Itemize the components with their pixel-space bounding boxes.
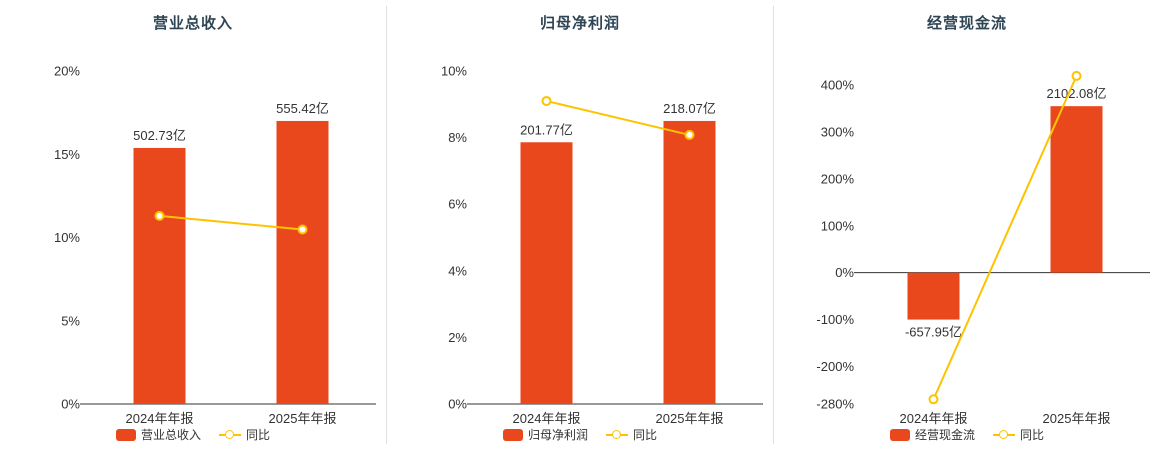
svg-text:5%: 5% xyxy=(61,313,80,328)
legend-label: 同比 xyxy=(246,428,271,442)
svg-text:4%: 4% xyxy=(448,263,467,278)
svg-text:0%: 0% xyxy=(448,397,467,412)
legend-item-line[interactable]: 同比 xyxy=(993,426,1044,443)
chart-legend: 归母净利润 同比 xyxy=(387,426,773,443)
panel-divider xyxy=(386,6,387,444)
net-profit-plot: 0% 2% 4% 6% 8% 10% 201.77亿 2024年年报 218.07亿 2025年年… xyxy=(441,64,763,426)
legend-label: 归母净利润 xyxy=(527,428,588,442)
operating-cash-flow-plot: -280% -200% -100% 0% 100% 200% 300% 400% -657.95… xyxy=(816,70,1150,426)
svg-text:0%: 0% xyxy=(61,397,80,412)
svg-text:2102.08亿: 2102.08亿 xyxy=(1047,86,1107,101)
svg-text:555.42亿: 555.42亿 xyxy=(276,101,329,116)
chart-title: 营业总收入 xyxy=(152,15,233,32)
svg-text:2%: 2% xyxy=(448,330,467,345)
legend-item-line[interactable]: 同比 xyxy=(219,426,270,443)
chart-title: 经营现金流 xyxy=(926,15,1007,32)
svg-text:8%: 8% xyxy=(448,130,467,145)
chart-title: 归母净利润 xyxy=(539,15,620,32)
svg-text:2025年年报: 2025年年报 xyxy=(1043,411,1111,426)
svg-text:10%: 10% xyxy=(441,64,467,79)
svg-text:-100%: -100% xyxy=(816,312,854,327)
bar-swatch-icon xyxy=(502,428,523,441)
svg-text:100%: 100% xyxy=(821,218,855,233)
svg-text:2024年年报: 2024年年报 xyxy=(900,411,968,426)
svg-text:400%: 400% xyxy=(821,78,855,93)
legend-item-bar[interactable]: 经营现金流 xyxy=(889,426,975,443)
legend-item-line[interactable]: 同比 xyxy=(606,426,657,443)
legend-label: 同比 xyxy=(1020,428,1045,442)
legend-item-bar[interactable]: 归母净利润 xyxy=(502,426,588,443)
chart-legend: 经营现金流 同比 xyxy=(774,426,1160,443)
chart-panel-operating-revenue: 营业总收入 0% 5% 10% 15% 20% 502.73亿 2024年年报 555.42亿… xyxy=(0,0,386,450)
svg-text:6%: 6% xyxy=(448,197,467,212)
svg-text:200%: 200% xyxy=(821,171,855,186)
bar-swatch-icon xyxy=(889,428,910,441)
chart-panel-net-profit: 归母净利润 0% 2% 4% 6% 8% 10% 201.77亿 2024年年报 218.07亿… xyxy=(387,0,773,450)
bar-swatch-icon xyxy=(115,428,136,441)
svg-text:-200%: -200% xyxy=(816,359,854,374)
legend-label: 营业总收入 xyxy=(140,428,201,442)
line-swatch-icon xyxy=(606,429,628,440)
svg-text:218.07亿: 218.07亿 xyxy=(663,101,716,116)
chart-legend: 营业总收入 同比 xyxy=(0,426,386,443)
svg-text:502.73亿: 502.73亿 xyxy=(133,128,186,143)
legend-item-bar[interactable]: 营业总收入 xyxy=(115,426,201,443)
svg-text:2024年年报: 2024年年报 xyxy=(126,411,194,426)
svg-text:0%: 0% xyxy=(835,265,854,280)
chart-panel-operating-cash-flow: 经营现金流 -280% -200% -100% 0% 100% 200% 300% 400% -… xyxy=(774,0,1160,450)
svg-text:10%: 10% xyxy=(54,230,80,245)
svg-text:300%: 300% xyxy=(821,124,855,139)
svg-text:2024年年报: 2024年年报 xyxy=(513,411,581,426)
legend-label: 同比 xyxy=(633,428,658,442)
line-swatch-icon xyxy=(993,429,1015,440)
panel-divider xyxy=(773,6,774,444)
line-swatch-icon xyxy=(219,429,241,440)
svg-text:20%: 20% xyxy=(54,64,80,79)
svg-text:2025年年报: 2025年年报 xyxy=(269,411,337,426)
svg-text:15%: 15% xyxy=(54,147,80,162)
legend-label: 经营现金流 xyxy=(914,428,975,442)
svg-text:2025年年报: 2025年年报 xyxy=(656,411,724,426)
svg-text:201.77亿: 201.77亿 xyxy=(520,122,573,137)
svg-text:-280%: -280% xyxy=(816,397,854,412)
svg-text:-657.95亿: -657.95亿 xyxy=(905,325,962,340)
operating-revenue-plot: 0% 5% 10% 15% 20% 502.73亿 2024年年报 555.42亿 2025年年… xyxy=(54,64,376,426)
